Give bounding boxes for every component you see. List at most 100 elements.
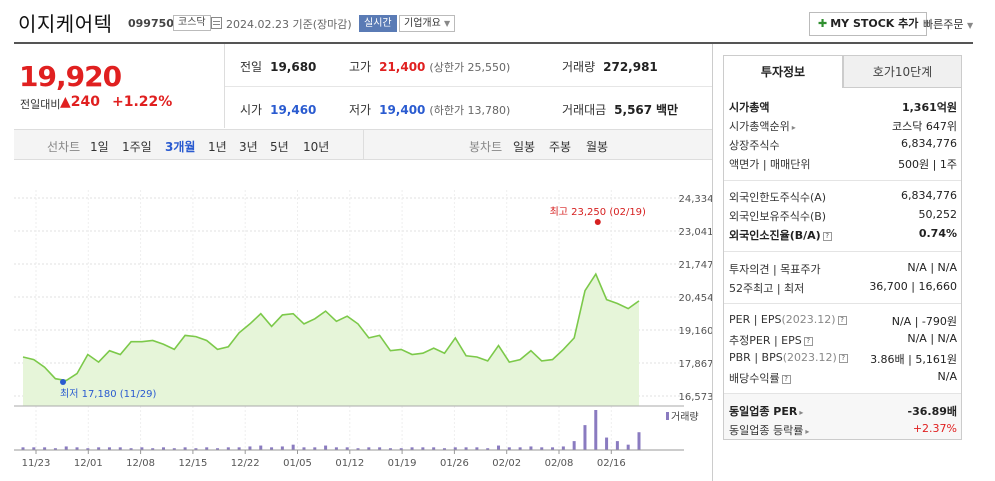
volume-bar (497, 445, 501, 450)
volume-bar (561, 446, 565, 450)
period-1y[interactable]: 1년 (208, 140, 227, 154)
company-name: 이지케어텍 (18, 12, 113, 36)
help-icon[interactable]: ? (837, 315, 847, 325)
per-label: PER | EPS (729, 313, 782, 326)
volume-bar (291, 444, 295, 450)
row-mcap-rank[interactable]: 시가총액순위 ▸ 코스닥 647위 (729, 118, 957, 136)
realtime-button[interactable]: 실시간 (359, 15, 397, 32)
volume-bar (388, 448, 392, 450)
candle-daily[interactable]: 일봉 (513, 140, 536, 154)
corp-info-label: 기업개요 (404, 18, 441, 29)
stat-value: 21,400 (379, 60, 426, 74)
volume-bar (518, 447, 522, 450)
x-tick-label: 12/22 (231, 458, 260, 469)
change-percent: +1.22% (112, 94, 173, 110)
help-icon[interactable]: ? (781, 374, 791, 384)
industry-per-value: -36.89배 (907, 405, 957, 418)
volume-legend-swatch (666, 412, 669, 420)
candle-monthly[interactable]: 월봉 (586, 140, 609, 154)
info-tabs: 투자정보 호가10단계 (723, 55, 962, 88)
row-industry-chg[interactable]: 동일업종 등락률 ▸ +2.37% (729, 422, 957, 440)
row-shares: 상장주식수 6,834,776 (729, 137, 957, 155)
volume-bar (75, 447, 79, 450)
volume-bar (280, 446, 284, 450)
candle-chart-label: 봉차트 (469, 140, 503, 154)
period-10y[interactable]: 10년 (303, 140, 330, 154)
volume-bar (43, 447, 47, 450)
help-icon[interactable]: ? (822, 231, 832, 241)
volume-bar (118, 447, 122, 450)
price-chart[interactable]: 24,334 23,041 21,747 20,454 19,160 17,867 16,5… (14, 160, 712, 481)
x-tick-label: 12/15 (178, 458, 207, 469)
div-label: 배당수익률 (729, 372, 780, 385)
stat-open: 시가 19,460 (240, 101, 316, 118)
volume-bar (53, 448, 57, 450)
stat-value: 5,567 (614, 103, 653, 117)
opinion-value: N/A | N/A (907, 261, 957, 274)
volume-bar (21, 447, 25, 450)
stock-code: 099750 (128, 17, 174, 30)
period-3y[interactable]: 3년 (239, 140, 258, 154)
volume-bar (378, 447, 382, 450)
period-5y[interactable]: 5년 (270, 140, 289, 154)
price-line (22, 272, 640, 382)
volume-bar (324, 445, 328, 450)
high-marker (594, 219, 601, 225)
price-area (23, 274, 639, 406)
stock-header: 이지케어텍 099750 코스닥 2024.02.23 기준(장마감) 실시간 … (0, 0, 995, 44)
tab-orderbook[interactable]: 호가10단계 (843, 55, 962, 88)
period-1d[interactable]: 1일 (90, 140, 109, 154)
period-1w[interactable]: 1주일 (122, 140, 152, 154)
tab-invest-info[interactable]: 투자정보 (723, 55, 843, 88)
chevron-right-icon: ▸ (799, 408, 804, 417)
volume-bar (507, 447, 511, 450)
row-div: 배당수익률? N/A (729, 370, 957, 388)
volume-legend-label: 거래량 (671, 411, 699, 423)
volume-bar (583, 425, 587, 450)
volume-bar (605, 437, 609, 450)
volume-bar (615, 441, 619, 450)
industry-per-label: 동일업종 PER (729, 405, 798, 418)
change-label: 전일대비 (20, 98, 61, 111)
volume-bar (594, 410, 598, 450)
par-label: 액면가 | 매매단위 (729, 158, 811, 171)
row-per: PER | EPS(2023.12)? N/A | -790원 (729, 313, 957, 331)
help-icon[interactable]: ? (803, 336, 813, 346)
mcap-rank-label: 시가총액순위 (729, 120, 790, 133)
volume-bar (140, 447, 144, 450)
date-value: 2024.02.23 (226, 18, 289, 31)
volume-bar (205, 447, 209, 450)
volume-bar (64, 446, 68, 450)
candle-weekly[interactable]: 주봉 (549, 140, 572, 154)
volume-bar (421, 447, 425, 450)
period-3m[interactable]: 3개월 (165, 140, 196, 154)
y-tick-label: 19,160 (679, 326, 713, 337)
foreign-ratio-value: 0.74% (918, 227, 957, 240)
per-year: (2023.12) (781, 313, 836, 326)
row-industry-per[interactable]: 동일업종 PER ▸ -36.89배 (729, 403, 957, 421)
volume-bar (637, 432, 641, 450)
quick-order-dropdown[interactable]: 빠른주문 ▼ (923, 16, 973, 32)
help-icon[interactable]: ? (838, 353, 848, 363)
x-tick-label: 02/08 (545, 458, 574, 469)
volume-bar (529, 446, 533, 450)
foreign-limit-label: 외국인한도주식수(A) (729, 191, 827, 204)
w52-value: 36,700 | 16,660 (869, 280, 957, 293)
volume-bar (97, 447, 101, 450)
stat-label: 고가 (349, 60, 372, 74)
volume-bar (345, 447, 349, 450)
quick-order-label: 빠른주문 (923, 18, 964, 31)
div-value: N/A (937, 370, 957, 383)
invest-info-panel (723, 88, 962, 440)
upper-limit: (상한가 25,550) (429, 61, 511, 74)
volume-bar (626, 444, 630, 450)
stat-label: 시가 (240, 103, 263, 117)
stat-label: 거래대금 (562, 103, 607, 117)
mystock-add-button[interactable]: ✚ MY STOCK 추가 (809, 12, 928, 36)
divider (363, 130, 364, 159)
opinion-label: 투자의견 | 목표주가 (729, 263, 821, 276)
corp-info-dropdown[interactable]: 기업개요 ▼ (399, 15, 456, 32)
volume-bar (367, 447, 371, 450)
volume-bar (551, 447, 555, 450)
divider (712, 44, 713, 481)
